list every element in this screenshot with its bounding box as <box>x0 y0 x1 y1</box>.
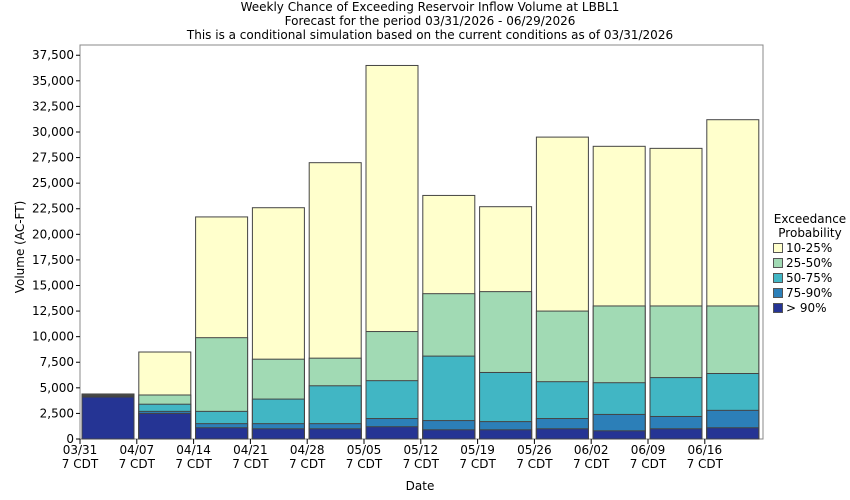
bar-segment <box>706 427 760 440</box>
y-tick-label: 2,500 <box>40 406 74 420</box>
x-tick-label-date: 04/28 <box>290 443 325 457</box>
x-tick-label-tz: 7 CDT <box>62 457 99 471</box>
legend-item: 10-25% <box>773 240 850 255</box>
x-tick-label-tz: 7 CDT <box>687 457 724 471</box>
legend-item: 75-90% <box>773 285 850 300</box>
y-tick-label: 5,000 <box>40 381 74 395</box>
y-axis-label: Volume (AC-FT) <box>13 200 27 294</box>
y-tick-label: 12,500 <box>32 304 74 318</box>
chart-titles: Weekly Chance of Exceeding Reservoir Inf… <box>0 0 850 42</box>
y-tick-label: 20,000 <box>32 227 74 241</box>
x-tick-label-date: 05/12 <box>404 443 439 457</box>
y-tick-label: 32,500 <box>32 99 74 113</box>
x-tick-label-date: 06/09 <box>631 443 666 457</box>
y-tick-label: 7,500 <box>40 355 74 369</box>
bar-segment <box>195 427 249 440</box>
legend: Exceedance Probability 10-25% 25-50% 50-… <box>770 212 850 315</box>
y-tick-label: 22,500 <box>32 202 74 216</box>
x-tick-label-date: 05/19 <box>460 443 495 457</box>
legend-item: 50-75% <box>773 270 850 285</box>
chart-subtitle-conditions: This is a conditional simulation based o… <box>186 28 674 42</box>
x-tick-label-tz: 7 CDT <box>232 457 269 471</box>
y-tick-label: 10,000 <box>32 330 74 344</box>
bar-segment <box>649 428 703 440</box>
x-tick-label-date: 06/16 <box>688 443 723 457</box>
legend-label: > 90% <box>786 300 827 315</box>
x-tick-label-date: 04/21 <box>233 443 268 457</box>
legend-title-line-2: Probability <box>778 226 842 240</box>
y-tick-label: 27,500 <box>32 151 74 165</box>
y-tick-label: 17,500 <box>32 253 74 267</box>
legend-label: 10-25% <box>786 240 833 255</box>
legend-title-line-1: Exceedance <box>773 212 847 226</box>
legend-item: > 90% <box>773 300 850 315</box>
bar-segment <box>365 426 419 440</box>
bar-segment <box>535 428 589 440</box>
x-tick-label-date: 04/07 <box>120 443 155 457</box>
legend-swatch <box>773 257 783 268</box>
x-tick-label-date: 04/14 <box>176 443 211 457</box>
y-tick-label: 35,000 <box>32 74 74 88</box>
legend-item: 25-50% <box>773 255 850 270</box>
x-axis-label: Date <box>405 479 435 493</box>
bar-segment <box>138 412 192 440</box>
x-tick-label-tz: 7 CDT <box>516 457 553 471</box>
legend-title: Exceedance Probability <box>770 212 850 240</box>
legend-swatch <box>773 272 783 283</box>
x-tick-label-tz: 7 CDT <box>630 457 667 471</box>
x-tick-label-tz: 7 CDT <box>573 457 610 471</box>
y-tick-label: 37,500 <box>32 48 74 62</box>
chart-title: Weekly Chance of Exceeding Reservoir Inf… <box>240 0 620 14</box>
y-tick-label: 25,000 <box>32 176 74 190</box>
plot-area <box>79 44 764 440</box>
x-tick-label-date: 03/31 <box>63 443 98 457</box>
x-tick-label-tz: 7 CDT <box>175 457 212 471</box>
chart-subtitle-period: Forecast for the period 03/31/2026 - 06/… <box>284 14 576 28</box>
bar-segment <box>251 428 305 440</box>
x-tick-label-tz: 7 CDT <box>119 457 156 471</box>
x-tick-label-date: 05/26 <box>517 443 552 457</box>
bar-segment <box>308 428 362 440</box>
x-tick-label-date: 06/02 <box>574 443 609 457</box>
x-tick-label-tz: 7 CDT <box>346 457 383 471</box>
legend-label: 25-50% <box>786 255 833 270</box>
y-tick-label: 0 <box>66 432 74 446</box>
legend-swatch <box>773 302 783 313</box>
bar-segment <box>81 396 135 440</box>
legend-swatch <box>773 242 783 253</box>
legend-label: 75-90% <box>786 285 833 300</box>
bar-segment <box>422 429 476 440</box>
y-tick-label: 15,000 <box>32 278 74 292</box>
bar-segment <box>592 430 646 440</box>
bar-segment <box>479 429 533 440</box>
x-tick-label-date: 05/05 <box>347 443 382 457</box>
x-tick-label-tz: 7 CDT <box>289 457 326 471</box>
legend-label: 50-75% <box>786 270 833 285</box>
x-tick-label-tz: 7 CDT <box>459 457 496 471</box>
x-tick-label-tz: 7 CDT <box>403 457 440 471</box>
legend-swatch <box>773 287 783 298</box>
y-tick-label: 30,000 <box>32 125 74 139</box>
